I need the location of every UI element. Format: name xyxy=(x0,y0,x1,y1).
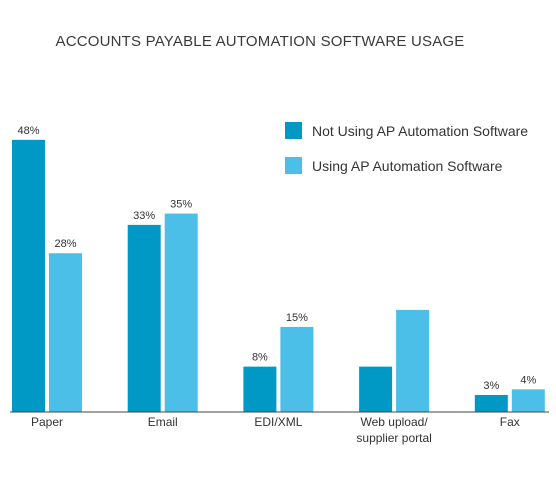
data-label: 15% xyxy=(286,312,308,324)
x-tick-labels-group: Paper Email EDI/XML Web upload/supplier por… xyxy=(31,415,520,445)
legend-label: Not Using AP Automation Software xyxy=(312,123,528,139)
legend: Not Using AP Automation Software Using AP… xyxy=(285,122,528,174)
data-label: 28% xyxy=(54,238,76,250)
x-tick-label: Fax xyxy=(500,415,520,429)
data-label: 3% xyxy=(483,380,499,392)
x-tick-label: Web upload/supplier portal xyxy=(356,415,431,445)
data-label: 4% xyxy=(520,374,536,386)
bar-2-1 xyxy=(280,326,314,412)
bar-4-0 xyxy=(474,394,508,412)
x-tick-label: Paper xyxy=(31,415,63,429)
x-tick-label: EDI/XML xyxy=(254,415,302,429)
data-label: 33% xyxy=(133,210,155,222)
bar-4-1 xyxy=(511,389,545,412)
bar-1-1 xyxy=(164,213,198,412)
data-label: 8% xyxy=(252,352,268,364)
bar-1-0 xyxy=(127,224,161,412)
bars-group xyxy=(12,139,545,412)
bar-3-0 xyxy=(359,366,393,412)
chart-title: ACCOUNTS PAYABLE AUTOMATION SOFTWARE USA… xyxy=(55,33,465,50)
data-label: 35% xyxy=(170,199,192,211)
bar-0-1 xyxy=(49,253,82,412)
legend-label: Using AP Automation Software xyxy=(312,158,503,174)
bar-3-1 xyxy=(396,309,430,412)
legend-swatch xyxy=(285,122,302,139)
data-labels-group: 48% 28% 33% 35% 8% 15% 3% 4% xyxy=(17,125,536,392)
data-label: 48% xyxy=(17,125,39,137)
bar-2-0 xyxy=(243,366,277,412)
legend-swatch xyxy=(285,157,302,174)
bar-0-0 xyxy=(12,139,45,412)
x-tick-label: Email xyxy=(148,415,178,429)
